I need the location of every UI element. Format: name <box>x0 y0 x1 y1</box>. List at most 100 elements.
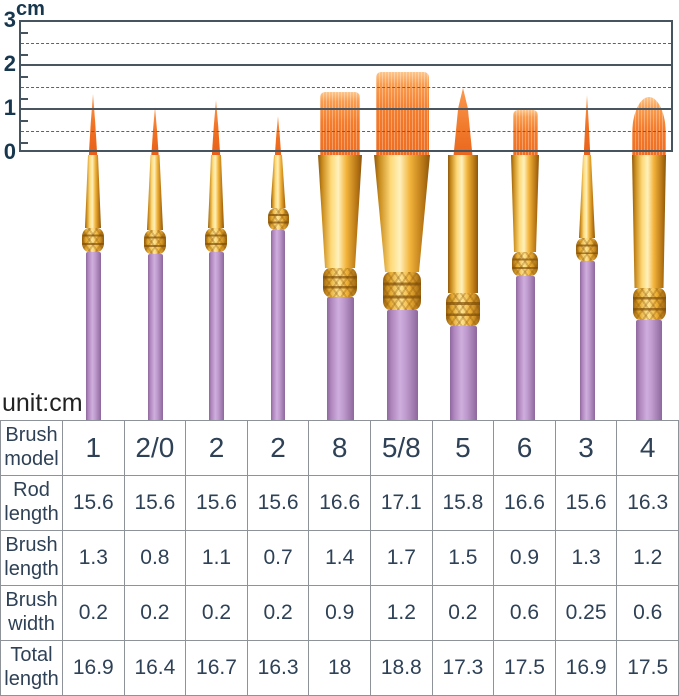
value-cell-r1-c3: 2 <box>186 421 248 476</box>
brush-5-ferrule <box>318 155 362 268</box>
value-cell-r5-c1: 16.9 <box>63 641 125 696</box>
value-cell-r1-c1: 1 <box>63 421 125 476</box>
brush-7-handle <box>449 326 477 421</box>
row-header-cell: Rod length <box>1 476 63 531</box>
brush-9-handle <box>579 261 595 421</box>
brush-7-crimp <box>446 293 480 326</box>
value-cell-r3-c9: 1.3 <box>555 531 618 586</box>
brush-6-ferrule <box>374 155 430 272</box>
value-cell-r3-c6: 1.7 <box>370 531 433 586</box>
brush-2-crimp <box>144 230 166 254</box>
brush-10-handle <box>636 320 662 421</box>
ruler-unit-label: cm <box>16 0 45 20</box>
value-cell-r2-c3: 15.6 <box>186 476 248 531</box>
brush-8-crimp <box>512 252 538 276</box>
brush-4-handle <box>271 230 285 421</box>
brush-8-ferrule <box>511 155 539 252</box>
brush-5-bristles <box>320 92 360 160</box>
value-cell-r1-c6: 5/8 <box>370 421 433 476</box>
value-cell-r2-c6: 17.1 <box>370 476 433 531</box>
brush-9-crimp <box>576 238 598 261</box>
value-cell-r5-c7: 17.3 <box>432 641 495 696</box>
value-cell-r3-c1: 1.3 <box>63 531 125 586</box>
brush-4-ferrule <box>270 155 286 208</box>
ruler-number-1: 1 <box>3 95 16 120</box>
brush-8-bristles <box>512 110 538 160</box>
brush-2-ferrule <box>147 155 163 230</box>
ruler-number-3: 3 <box>3 7 16 32</box>
value-cell-r4-c3: 0.2 <box>186 586 248 641</box>
brush-3-ferrule <box>208 155 224 228</box>
value-cell-r3-c8: 0.9 <box>494 531 556 586</box>
brush-9-ferrule <box>579 155 595 238</box>
value-cell-r4-c2: 0.2 <box>124 586 187 641</box>
value-cell-r5-c10: 17.5 <box>617 641 679 696</box>
brush-3-crimp <box>205 228 227 252</box>
row-header-cell: Brush width <box>1 586 63 641</box>
brush-5-handle <box>326 297 354 421</box>
value-cell-r1-c5: 8 <box>309 421 371 476</box>
value-cell-r1-c9: 3 <box>555 421 618 476</box>
value-cell-r4-c10: 0.6 <box>617 586 679 641</box>
value-cell-r1-c8: 6 <box>494 421 556 476</box>
value-cell-r4-c1: 0.2 <box>63 586 125 641</box>
value-cell-r4-c7: 0.2 <box>432 586 495 641</box>
value-cell-r2-c5: 16.6 <box>309 476 371 531</box>
value-cell-r4-c4: 0.2 <box>247 586 310 641</box>
value-cell-r3-c2: 0.8 <box>124 531 187 586</box>
value-cell-r2-c9: 15.6 <box>555 476 618 531</box>
brush-2-bristles <box>151 107 159 160</box>
value-cell-r4-c9: 0.25 <box>555 586 618 641</box>
brush-1-handle <box>85 252 101 421</box>
value-cell-r3-c10: 1.2 <box>617 531 679 586</box>
brush-1-ferrule <box>85 155 101 228</box>
value-cell-r3-c7: 1.5 <box>432 531 495 586</box>
value-cell-r1-c7: 5 <box>432 421 495 476</box>
value-cell-r5-c4: 16.3 <box>247 641 310 696</box>
value-cell-r5-c9: 16.9 <box>555 641 618 696</box>
ruler-number-0: 0 <box>3 139 16 164</box>
value-cell-r2-c7: 15.8 <box>432 476 495 531</box>
brush-6-bristles <box>375 72 429 160</box>
brush-4-crimp <box>267 208 289 230</box>
unit-note: unit:cm <box>2 389 83 417</box>
spec-table: Brush model 1 2/0 2 2 8 5/8 5 6 3 4 Rod length 15.6 1… <box>0 420 679 696</box>
value-cell-r2-c2: 15.6 <box>124 476 187 531</box>
brush-2-handle <box>147 254 163 421</box>
brush-7-bristles <box>453 88 473 160</box>
value-cell-r5-c5: 18 <box>309 641 371 696</box>
brush-row <box>82 72 666 421</box>
brush-1-bristles <box>88 94 98 160</box>
value-cell-r2-c8: 16.6 <box>494 476 556 531</box>
value-cell-r3-c5: 1.4 <box>309 531 371 586</box>
brush-4-bristles <box>274 116 282 160</box>
value-cell-r4-c5: 0.9 <box>309 586 371 641</box>
value-cell-r2-c1: 15.6 <box>63 476 125 531</box>
value-cell-r1-c4: 2 <box>247 421 310 476</box>
value-cell-r5-c3: 16.7 <box>186 641 248 696</box>
value-cell-r5-c6: 18.8 <box>370 641 433 696</box>
brush-3-handle <box>208 252 224 421</box>
value-cell-r4-c8: 0.6 <box>494 586 556 641</box>
value-cell-r1-c2: 2/0 <box>124 421 187 476</box>
value-cell-r3-c4: 0.7 <box>247 531 310 586</box>
row-header-cell: Brush model <box>1 421 63 476</box>
value-cell-r2-c4: 15.6 <box>247 476 310 531</box>
brush-10-crimp <box>632 288 666 320</box>
brush-1-crimp <box>82 228 104 252</box>
value-cell-r4-c6: 1.2 <box>370 586 433 641</box>
ruler-number-2: 2 <box>3 51 16 76</box>
brush-6-crimp <box>383 272 421 310</box>
value-cell-r2-c10: 16.3 <box>617 476 679 531</box>
brush-6-handle <box>386 310 418 421</box>
brush-9-bristles <box>583 95 591 160</box>
value-cell-r3-c3: 1.1 <box>186 531 248 586</box>
brush-10-bristles <box>632 97 666 160</box>
row-header-cell: Total length <box>1 641 63 696</box>
value-cell-r1-c10: 4 <box>617 421 679 476</box>
brush-3-bristles <box>211 100 221 160</box>
brush-8-handle <box>515 276 535 421</box>
brush-10-ferrule <box>632 155 666 288</box>
row-header-cell: Brush length <box>1 531 63 586</box>
